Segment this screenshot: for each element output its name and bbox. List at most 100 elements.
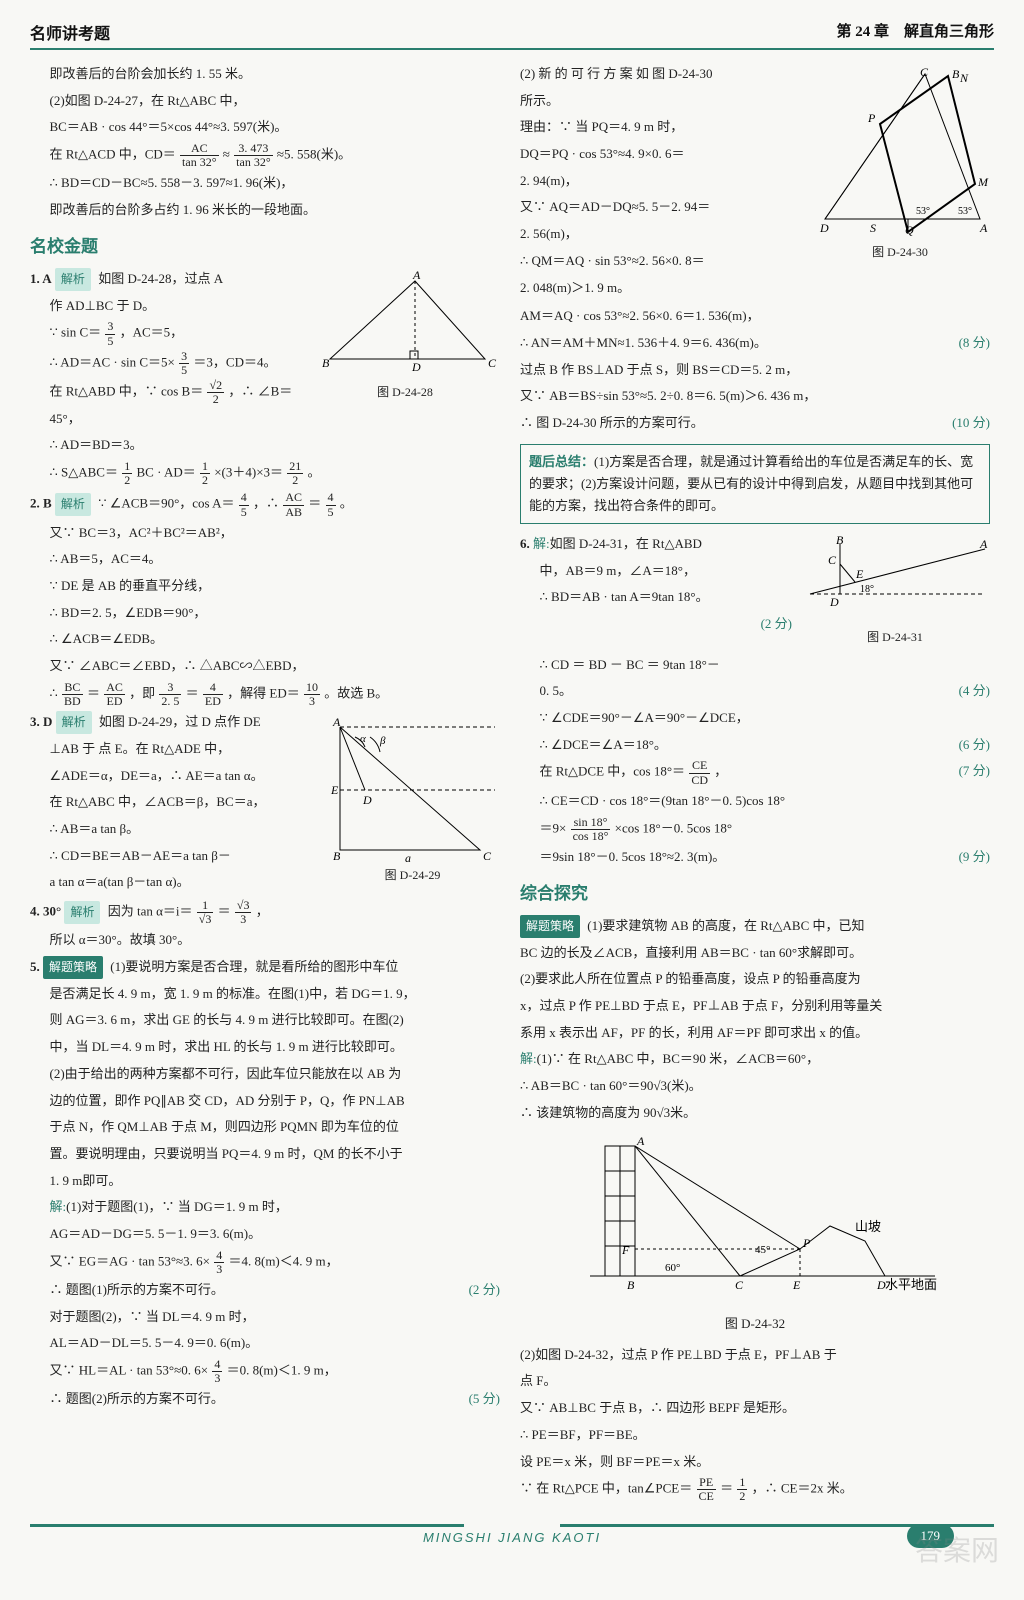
text-line: (2)如图 D-24-32，过点 P 作 PE⊥BD 于点 E，PF⊥AB 于 <box>520 1343 990 1368</box>
section-title: 综合探究 <box>520 878 990 910</box>
text: ，解得 ED＝ <box>227 686 300 701</box>
text-line: 5. 解题策略 (1)要说明方案是否合理，就是看所给的图形中车位 <box>30 955 500 980</box>
svg-text:B: B <box>952 67 960 81</box>
svg-text:F: F <box>621 1243 630 1257</box>
summary-box: 题后总结：(1)方案是否合理，就是通过计算看给出的车位是否满足车的长、宽的要求；… <box>520 444 990 524</box>
svg-text:53°: 53° <box>916 206 930 217</box>
text: ＝3，CD＝4。 <box>193 355 276 370</box>
text: ∴ 题图(2)所示的方案不可行。 <box>50 1391 224 1406</box>
svg-text:D: D <box>819 221 829 235</box>
svg-text:水平地面: 水平地面 <box>885 1277 937 1292</box>
score: (6 分) <box>959 733 990 758</box>
svg-text:A: A <box>332 715 341 729</box>
svg-text:53°: 53° <box>958 206 972 217</box>
text: 。 <box>308 465 321 480</box>
svg-text:山坡: 山坡 <box>855 1219 881 1234</box>
text: ∴ 图 D-24-30 所示的方案可行。 <box>520 415 704 430</box>
figure-d-24-32: A F B C E D P 45° 60° 山坡 水平地面 图 D-24-32 <box>520 1131 990 1336</box>
text-line: AL＝AD－DL＝5. 5－4. 9＝0. 6(m)。 <box>30 1331 500 1356</box>
fraction: CECD <box>689 759 710 786</box>
figure-d-24-31: B C E D A 18° 图 D-24-31 <box>800 534 990 649</box>
text: ，∴ CE＝2x 米。 <box>752 1481 853 1496</box>
text: ＝ <box>308 496 321 511</box>
score: (9 分) <box>959 845 990 870</box>
right-column: C B N P M D S Q A 53° 53° 图 D-24-30 (2) … <box>520 60 990 1506</box>
text-line: ∴ ∠ACB＝∠EDB。 <box>30 627 500 652</box>
fraction: PECE <box>697 1476 716 1503</box>
fraction: BCBD <box>62 681 83 708</box>
text-line: 解:(1)∵ 在 Rt△ABC 中，BC＝90 米，∠ACB＝60°， <box>520 1047 990 1072</box>
text: ≈5. 558(米)。 <box>277 147 351 162</box>
fraction: 1√3 <box>197 899 214 926</box>
text: ＝4. 8(m)＜4. 9 m， <box>228 1253 338 1268</box>
text-line: BC＝AB · cos 44°＝5×cos 44°≈3. 597(米)。 <box>30 115 500 140</box>
text-line: ＝9sin 18°－0. 5cos 18°≈2. 3(m)。 (9 分) <box>520 845 990 870</box>
text: ≈ <box>223 147 230 162</box>
summary-label: 题后总结： <box>529 454 594 469</box>
fraction: ACED <box>104 681 125 708</box>
text-line: ∴ 图 D-24-30 所示的方案可行。 (10 分) <box>520 411 990 436</box>
svg-text:B: B <box>333 849 341 862</box>
text: 又∵ EG＝AG · tan 53°≈3. 6× <box>50 1253 210 1268</box>
fraction: 4ED <box>203 681 223 708</box>
text-line: 4. 30° 解析 因为 tan α＝i＝ 1√3 ＝ √33 ， <box>30 899 500 926</box>
text-line: BC 边的长及∠ACB，直接利用 AB＝BC · tan 60°求解即可。 <box>520 941 990 966</box>
text-line: ∵ ∠CDE＝90°－∠A＝90°－∠DCE， <box>520 706 990 731</box>
text: 在 Rt△ACD 中，CD＝ <box>50 147 176 162</box>
text-line: ∵ DE 是 AB 的垂直平分线， <box>30 574 500 599</box>
fraction: 212 <box>287 460 303 487</box>
text-line: 又∵ AB⊥BC 于点 B，∴ 四边形 BEPF 是矩形。 <box>520 1396 990 1421</box>
fraction: ACtan 32° <box>180 142 218 169</box>
text-line: AG＝AD－DG＝5. 5－1. 9＝3. 6(m)。 <box>30 1222 500 1247</box>
text-line: ∴ 题图(1)所示的方案不可行。 (2 分) <box>30 1278 500 1303</box>
footer-divider <box>30 1524 994 1527</box>
tag-analysis: 解析 <box>55 493 91 516</box>
text-line: 又∵ HL＝AL · tan 53°≈0. 6× 43 ＝0. 8(m)＜1. … <box>30 1358 500 1385</box>
fraction: √33 <box>235 899 252 926</box>
text-line: ∴ CD ＝ BD － BC ＝ 9tan 18°－ <box>520 653 990 678</box>
fraction: 43 <box>214 1249 224 1276</box>
figure-caption: 图 D-24-28 <box>310 381 500 404</box>
text-line: AM＝AQ · cos 53°≈2. 56×0. 6＝1. 536(m)， <box>520 304 990 329</box>
text: ∵ 在 Rt△PCE 中，tan∠PCE＝ <box>520 1481 692 1496</box>
text: ＝9sin 18°－0. 5cos 18°≈2. 3(m)。 <box>540 849 726 864</box>
score: (4 分) <box>959 679 990 704</box>
score: (7 分) <box>959 759 990 784</box>
text-line: ∴ CE＝CD · cos 18°＝(9tan 18°－0. 5)cos 18° <box>520 789 990 814</box>
text-line: 又∵ ∠ABC＝∠EBD，∴ △ABC∽△EBD， <box>30 654 500 679</box>
text-line: 所以 α＝30°。故填 30°。 <box>30 928 500 953</box>
score: (8 分) <box>959 331 990 356</box>
svg-text:β: β <box>379 735 386 747</box>
svg-text:C: C <box>483 849 492 862</box>
watermark: 答案网 <box>915 1529 999 1569</box>
text: ∴ AD＝AC · sin C＝5× <box>50 355 175 370</box>
text: 。故选 B。 <box>324 686 388 701</box>
svg-text:P: P <box>802 1236 811 1250</box>
text: ∴ ∠DCE＝∠A＝18°。 <box>540 737 667 752</box>
text: 如图 D-24-28，过点 A <box>95 271 223 286</box>
figure-caption: 图 D-24-31 <box>800 626 990 649</box>
svg-text:C: C <box>735 1278 744 1292</box>
text-line: ∴ BD＝CD－BC≈5. 558－3. 597≈1. 96(米)， <box>30 171 500 196</box>
text-line: ∴ PE＝BF，PF＝BE。 <box>520 1423 990 1448</box>
text-line: ∴ AB＝5，AC＝4。 <box>30 547 500 572</box>
svg-text:60°: 60° <box>665 1262 680 1274</box>
question-number: 5. <box>30 959 40 974</box>
text: (1)要说明方案是否合理，就是看所给的图形中车位 <box>107 959 398 974</box>
text-line: 1. 9 m即可。 <box>30 1169 500 1194</box>
score: (2 分) <box>469 1278 500 1303</box>
svg-text:D: D <box>362 793 372 807</box>
score: (5 分) <box>469 1387 500 1412</box>
text-line: ∵ 在 Rt△PCE 中，tan∠PCE＝ PECE ＝ 12 ，∴ CE＝2x… <box>520 1476 990 1503</box>
text: ＝ <box>186 686 199 701</box>
svg-text:D: D <box>829 595 839 609</box>
text-line: 于点 N，作 QM⊥AB 于点 M，则四边形 PQMN 即为车位的位 <box>30 1115 500 1140</box>
text-line: 2. 048(m)＞1. 9 m。 <box>520 276 990 301</box>
figure-d-24-29: α β A E D B a C 图 D-24-29 <box>325 712 500 887</box>
text: (1)要求建筑物 AB 的高度，在 Rt△ABC 中，已知 <box>584 918 864 933</box>
text-line: x，过点 P 作 PE⊥BD 于点 E，PF⊥AB 于点 F，分别利用等量关 <box>520 994 990 1019</box>
fraction: 45 <box>326 491 336 518</box>
text: ∴ <box>50 686 62 701</box>
text-line: ∴ AD＝BD＝3。 <box>30 433 500 458</box>
svg-text:A: A <box>979 537 988 551</box>
